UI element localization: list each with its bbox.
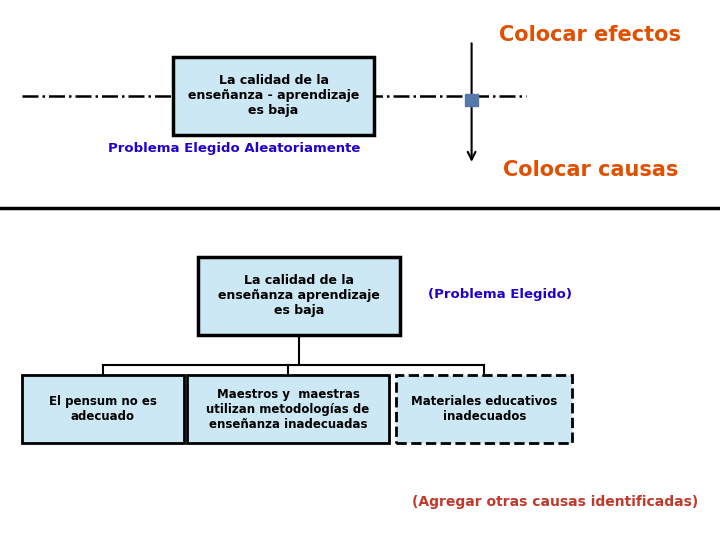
FancyBboxPatch shape: [396, 375, 572, 443]
Text: La calidad de la
enseñanza aprendizaje
es baja: La calidad de la enseñanza aprendizaje e…: [218, 274, 379, 317]
Text: Colocar causas: Colocar causas: [503, 160, 678, 180]
FancyBboxPatch shape: [465, 94, 478, 106]
FancyBboxPatch shape: [187, 375, 389, 443]
Text: (Agregar otras causas identificadas): (Agregar otras causas identificadas): [412, 495, 698, 509]
FancyBboxPatch shape: [173, 57, 374, 135]
Text: Materiales educativos
inadecuados: Materiales educativos inadecuados: [411, 395, 557, 423]
Text: Colocar efectos: Colocar efectos: [500, 25, 681, 45]
FancyBboxPatch shape: [198, 256, 400, 335]
FancyBboxPatch shape: [22, 375, 184, 443]
Text: El pensum no es
adecuado: El pensum no es adecuado: [49, 395, 156, 423]
Text: (Problema Elegido): (Problema Elegido): [428, 288, 572, 301]
Text: La calidad de la
enseñanza - aprendizaje
es baja: La calidad de la enseñanza - aprendizaje…: [188, 75, 359, 117]
Text: Problema Elegido Aleatoriamente: Problema Elegido Aleatoriamente: [108, 142, 360, 155]
Text: Maestros y  maestras
utilizan metodologías de
enseñanza inadecuadas: Maestros y maestras utilizan metodología…: [207, 388, 369, 430]
